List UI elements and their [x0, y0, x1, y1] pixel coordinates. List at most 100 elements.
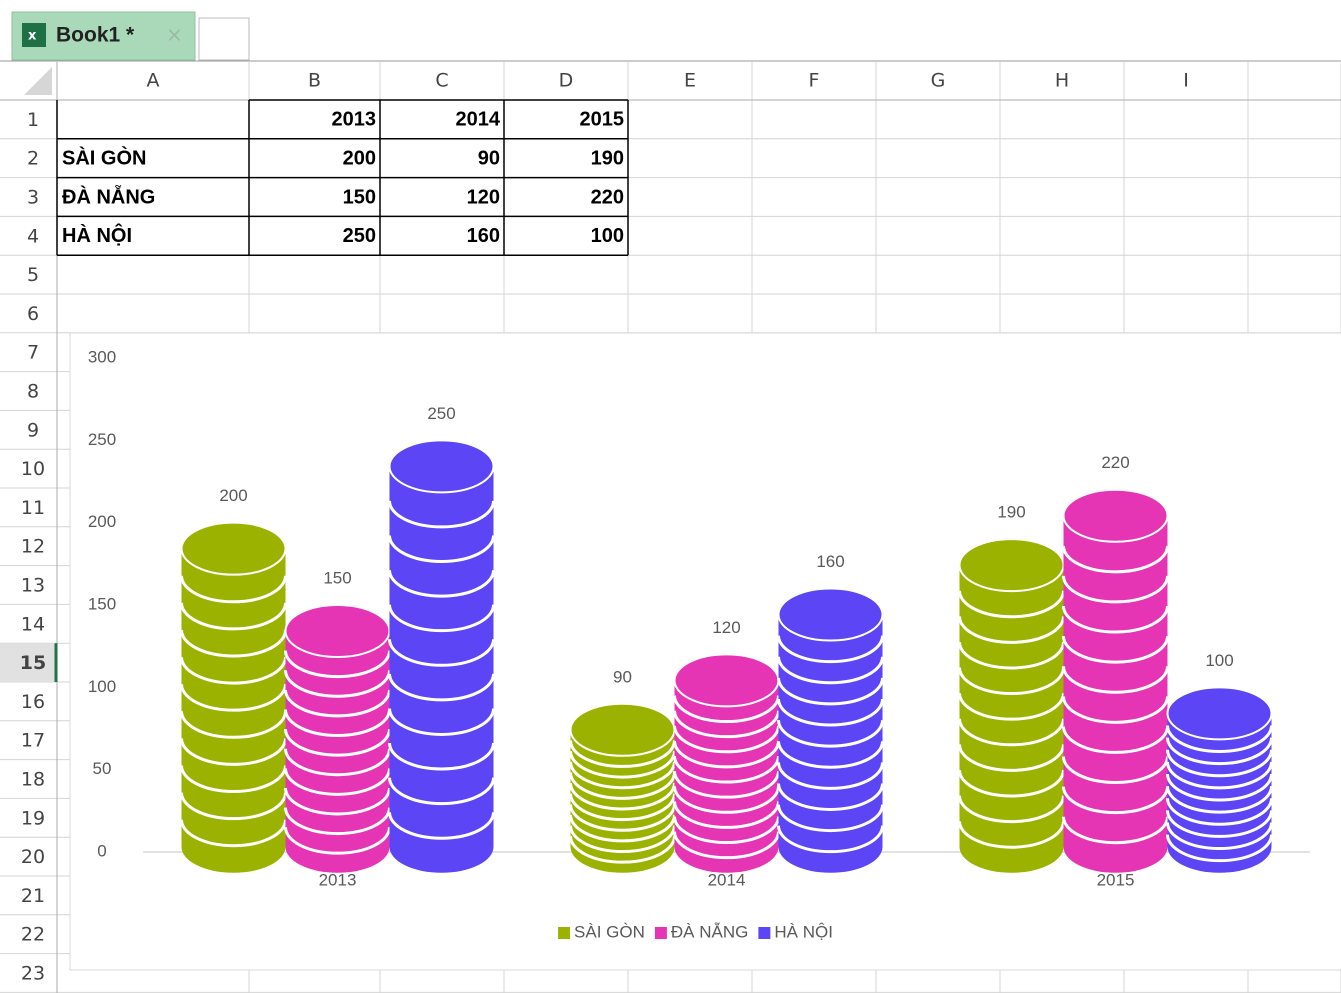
coin-edge — [569, 836, 676, 864]
coin-edge — [1062, 666, 1169, 694]
coin-edge — [180, 602, 287, 631]
table-cell: 190 — [591, 147, 624, 169]
coin-edge — [180, 629, 287, 658]
coin-edge — [958, 821, 1065, 849]
table-cell: 150 — [343, 186, 376, 208]
coin-edge — [569, 814, 676, 843]
tab-close[interactable]: × — [166, 23, 183, 47]
data-label: 220 — [1101, 453, 1129, 472]
coin-edge — [284, 807, 391, 836]
coin-edge — [958, 718, 1065, 747]
select-all[interactable] — [24, 67, 52, 95]
coin-edge — [673, 786, 780, 814]
bar — [1062, 488, 1169, 873]
new-tab[interactable] — [198, 17, 250, 61]
coin-edge — [958, 795, 1065, 824]
coin-edge — [958, 769, 1065, 798]
bar-top — [388, 439, 495, 494]
coin-edge — [180, 792, 287, 821]
row-header[interactable]: 1 — [27, 109, 39, 131]
data-label: 120 — [712, 618, 740, 637]
coin-edge — [777, 720, 884, 748]
bar-top — [673, 653, 780, 708]
coin-edge — [1166, 822, 1273, 851]
table-header: 2015 — [580, 109, 625, 131]
x-tick-label: 2013 — [319, 870, 357, 889]
coin-edge — [673, 755, 780, 784]
coin-edge — [1062, 726, 1169, 754]
row-header[interactable]: 23 — [21, 963, 45, 985]
row-header[interactable]: 22 — [21, 924, 45, 946]
coin-edge — [777, 762, 884, 790]
legend-swatch — [558, 927, 571, 939]
row-header[interactable]: 4 — [27, 225, 39, 247]
table-cell: 160 — [467, 225, 500, 247]
data-label: 150 — [323, 568, 351, 587]
row-header[interactable]: 19 — [21, 807, 45, 829]
legend-swatch — [654, 927, 667, 939]
y-tick-label: 0 — [97, 841, 106, 860]
column-header[interactable]: E — [684, 70, 696, 92]
coin-edge — [284, 827, 391, 855]
row-header[interactable]: 18 — [21, 769, 45, 791]
coin-edge — [958, 693, 1065, 721]
row-header[interactable]: 13 — [21, 575, 45, 597]
column-header[interactable]: B — [308, 70, 321, 92]
coin-edge — [284, 748, 391, 777]
column-header[interactable]: A — [147, 70, 160, 92]
row-header[interactable]: 10 — [21, 458, 45, 480]
row-header[interactable]: 17 — [21, 730, 45, 752]
legend-label[interactable]: SÀI GÒN — [574, 922, 645, 941]
row-header[interactable]: 7 — [27, 342, 39, 364]
coin-edge — [180, 684, 287, 712]
bar-top — [1166, 686, 1273, 741]
row-header[interactable]: 16 — [21, 691, 45, 713]
column-header[interactable]: C — [435, 70, 448, 92]
coin-edge — [673, 801, 780, 829]
coin-edge — [180, 711, 287, 739]
column-header[interactable]: F — [809, 70, 820, 92]
coin-edge — [569, 740, 676, 768]
column-header[interactable]: H — [1055, 70, 1069, 92]
row-header[interactable]: 2 — [27, 148, 39, 170]
data-label: 100 — [1205, 651, 1233, 670]
table-header: 2014 — [456, 109, 501, 131]
row-header[interactable]: 21 — [21, 885, 45, 907]
coin-edge — [777, 635, 884, 664]
row-header[interactable]: 8 — [27, 381, 39, 403]
coin-edge — [569, 804, 676, 832]
column-header[interactable]: I — [1183, 70, 1189, 92]
excel-icon — [22, 23, 46, 47]
data-label: 250 — [427, 404, 455, 423]
row-header[interactable]: 12 — [21, 536, 45, 558]
coin-edge — [777, 677, 884, 706]
row-header[interactable]: 11 — [21, 497, 45, 519]
coin-edge — [1166, 773, 1273, 802]
column-header[interactable]: G — [931, 70, 946, 92]
coin-edge — [673, 695, 780, 724]
coin-edge — [1166, 761, 1273, 790]
row-header[interactable]: 9 — [27, 419, 39, 441]
coin-edge — [673, 710, 780, 739]
legend-label[interactable]: HÀ NỘI — [774, 922, 833, 941]
bar-top — [1062, 488, 1169, 543]
data-label: 160 — [816, 552, 844, 571]
row-header[interactable]: 3 — [27, 187, 39, 209]
row-header[interactable]: 14 — [21, 613, 45, 635]
tab-title: Book1 * — [56, 24, 135, 47]
coin-edge — [1166, 810, 1273, 838]
coin-edge — [284, 689, 391, 718]
row-header[interactable]: 5 — [27, 264, 39, 286]
coin-edge — [180, 819, 287, 848]
column-header[interactable]: D — [559, 70, 574, 92]
row-header[interactable]: 6 — [27, 303, 39, 325]
table-cell: 200 — [343, 147, 376, 169]
coin-edge — [1166, 749, 1273, 778]
row-header[interactable]: 20 — [21, 846, 45, 868]
row-header[interactable]: 15 — [20, 652, 46, 674]
bar-top — [180, 521, 287, 576]
bar-body — [389, 466, 494, 873]
bar — [180, 521, 287, 873]
legend-label[interactable]: ĐÀ NẴNG — [671, 922, 748, 941]
